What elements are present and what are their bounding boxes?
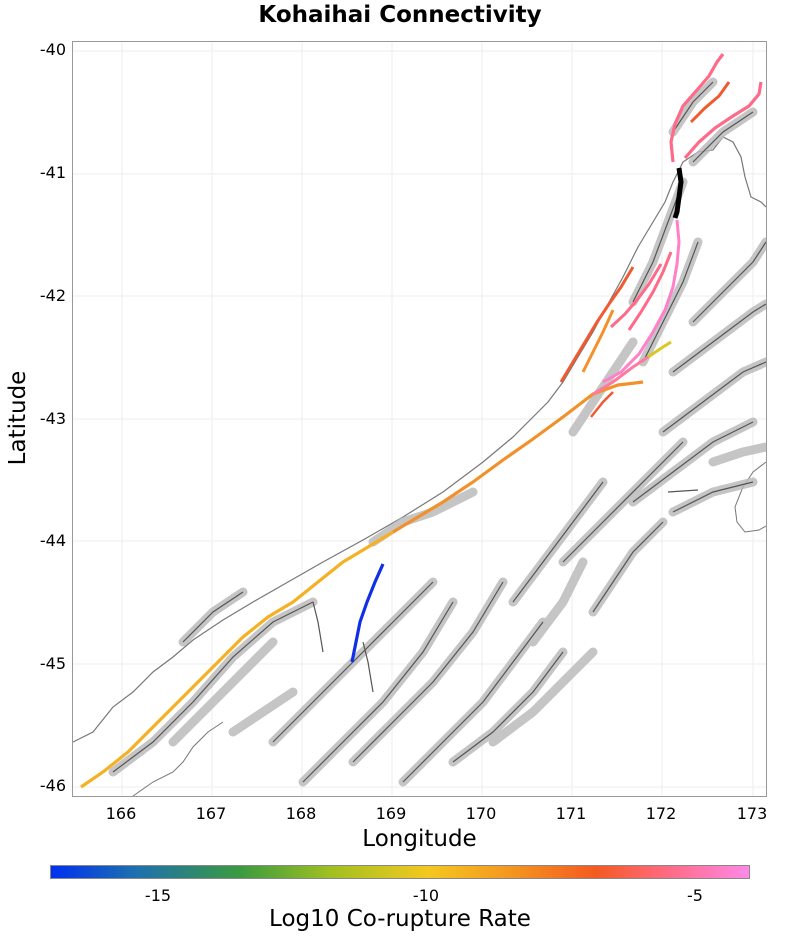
y-tick-label: -41 (39, 163, 66, 182)
coastline-east (734, 461, 766, 533)
x-tick-label: 173 (736, 804, 768, 823)
fault-blue (350, 563, 385, 663)
fault-yellow (647, 340, 672, 359)
x-tick-label: 171 (555, 804, 587, 823)
colorbar-label: Log10 Co-rupture Rate (269, 906, 531, 932)
x-tick-label: 166 (105, 804, 137, 823)
fault-traces-dark (112, 81, 766, 783)
fault-pink-3 (627, 251, 673, 331)
y-tick-label: -42 (39, 286, 66, 305)
grid-lines (73, 42, 766, 796)
alpine-fault-north (592, 355, 649, 396)
colorbar-tick-label: -5 (687, 886, 703, 905)
alpine-fault-central (392, 380, 644, 534)
fault-magenta-main (602, 219, 681, 384)
fault-redorange-2 (559, 266, 635, 383)
fault-pink-1 (669, 53, 725, 163)
x-tick-label: 167 (195, 804, 227, 823)
source-fault-kohaihai (672, 167, 684, 219)
colorbar-tick-label: -10 (412, 886, 440, 905)
map-plot-area[interactable] (72, 41, 767, 797)
y-tick-label: -44 (39, 531, 66, 550)
fault-redorange-3 (590, 391, 614, 418)
alpine-fault-south (80, 530, 394, 789)
fault-ribbons-grey (108, 77, 766, 787)
fault-map-canvas (73, 42, 766, 796)
map-title: Kohaihai Connectivity (258, 2, 542, 28)
colorbar-tick-label: -15 (144, 886, 172, 905)
coastline-south (132, 721, 224, 796)
fault-pink-4 (609, 263, 663, 329)
x-tick-label: 170 (465, 804, 497, 823)
y-tick-label: -43 (39, 409, 66, 428)
y-tick-label: -45 (39, 654, 66, 673)
y-tick-label: -40 (39, 40, 66, 59)
fault-orange-1 (581, 309, 615, 373)
x-tick-label: 168 (285, 804, 317, 823)
fault-redorange-1 (689, 81, 731, 124)
colorbar (50, 865, 750, 879)
y-tick-label: -46 (39, 776, 66, 795)
x-tick-label: 172 (645, 804, 677, 823)
x-tick-label: 169 (375, 804, 407, 823)
x-axis-label: Longitude (362, 826, 477, 852)
fault-pink-2 (683, 81, 763, 160)
